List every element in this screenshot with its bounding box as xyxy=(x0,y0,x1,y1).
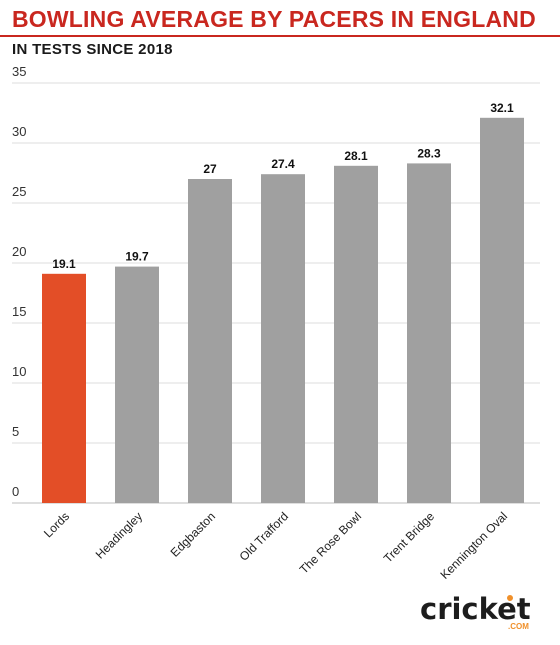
data-labels: 19.1 19.7 27 27.4 28.1 28.3 32.1 xyxy=(52,101,514,271)
x-category-label: The Rose Bowl xyxy=(297,509,364,576)
x-axis-categories: Lords Headingley Edgbaston Old Trafford The … xyxy=(41,509,510,582)
y-axis-ticks: 0 5 10 15 20 25 30 35 xyxy=(12,64,26,499)
x-category-label: Kennington Oval xyxy=(437,509,510,582)
y-tick-label: 35 xyxy=(12,64,26,79)
bar-value-label: 27.4 xyxy=(271,157,295,171)
chart-title: BOWLING AVERAGE BY PACERS IN ENGLAND xyxy=(12,6,536,32)
x-category-label: Headingley xyxy=(93,509,145,561)
bar-value-label: 28.3 xyxy=(417,146,441,160)
bar-value-label: 32.1 xyxy=(490,101,514,115)
bar-value-label: 19.7 xyxy=(125,250,149,264)
bar xyxy=(115,266,159,503)
bar xyxy=(334,165,378,504)
cricket-com-logo: cricket .COM xyxy=(420,592,531,631)
x-category-label: Lords xyxy=(41,509,72,540)
title-divider xyxy=(0,35,560,37)
y-tick-label: 5 xyxy=(12,424,19,439)
y-tick-label: 0 xyxy=(12,484,19,499)
y-tick-label: 25 xyxy=(12,184,26,199)
chart-subtitle: IN TESTS SINCE 2018 xyxy=(12,41,173,58)
y-tick-label: 15 xyxy=(12,304,26,319)
bar xyxy=(261,174,305,503)
logo-dot-icon xyxy=(507,595,513,601)
bar xyxy=(188,179,232,503)
bars xyxy=(42,117,524,504)
logo-wordmark: cricket xyxy=(420,592,531,626)
y-tick-label: 30 xyxy=(12,124,26,139)
bar-value-label: 28.1 xyxy=(344,149,368,163)
x-category-label: Trent Bridge xyxy=(381,509,438,566)
x-category-label: Old Trafford xyxy=(237,509,292,564)
bar xyxy=(480,117,524,504)
bar xyxy=(42,273,86,503)
bar-value-label: 19.1 xyxy=(52,257,76,271)
x-category-label: Edgbaston xyxy=(168,509,218,559)
bar xyxy=(407,163,451,503)
y-tick-label: 20 xyxy=(12,244,26,259)
y-tick-label: 10 xyxy=(12,364,26,379)
logo-domain: .COM xyxy=(508,622,529,631)
bar-value-label: 27 xyxy=(203,162,217,176)
